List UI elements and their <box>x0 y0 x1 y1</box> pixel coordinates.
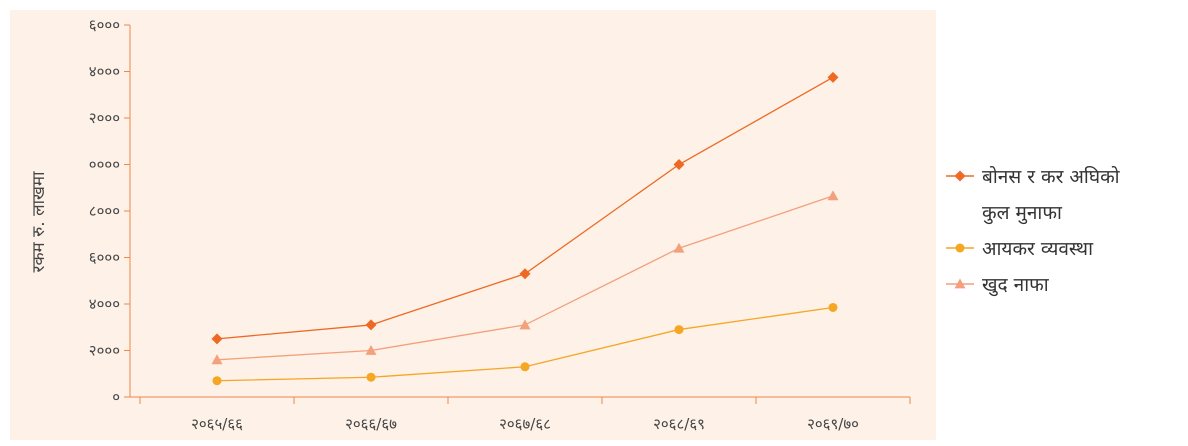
legend-item: खुद नाफा <box>946 274 1050 297</box>
x-tick-label: २०६९/७० <box>807 415 859 433</box>
data-point <box>673 159 685 170</box>
x-ticks: २०६५/६६ २०६६/६७ २०६७/६८ २०६८/६९ २०६९/७० <box>139 397 911 433</box>
legend-item: बोनस र कर अघिको कुल मुनाफा <box>946 165 1121 225</box>
legend-item: आयकर व्यवस्था <box>946 238 1094 260</box>
y-tick-label: ४००० <box>89 63 120 81</box>
series-layer <box>211 71 839 386</box>
x-tick-label: २०६७/६८ <box>499 415 551 433</box>
series-2 <box>211 190 839 365</box>
y-tick-label: ८००० <box>89 202 120 220</box>
data-point <box>519 319 531 330</box>
series-1 <box>212 302 838 386</box>
data-point <box>827 71 839 83</box>
data-point <box>211 354 223 365</box>
x-tick-label: २०६५/६६ <box>191 415 243 433</box>
legend: बोनस र कर अघिको कुल मुनाफा आयकर व्यवस्था खु… <box>946 165 1121 297</box>
y-tick-label: ०००० <box>89 156 120 174</box>
data-point <box>520 362 530 372</box>
data-point <box>828 302 838 312</box>
data-point <box>673 242 685 253</box>
data-point <box>519 268 531 280</box>
y-tick-label: ० <box>112 388 120 406</box>
x-tick-label: २०६८/६९ <box>653 415 705 433</box>
data-point <box>366 372 376 382</box>
legend-marker <box>955 243 965 253</box>
legend-label: बोनस र कर अघिको <box>982 165 1121 188</box>
y-tick-label: २००० <box>89 109 120 127</box>
legend-marker <box>954 170 966 182</box>
data-point <box>212 376 222 386</box>
y-axis-label: रकम रु. लाखमा <box>29 171 49 273</box>
y-tick-label: ४००० <box>89 295 120 313</box>
data-point <box>211 333 223 345</box>
legend-label: खुद नाफा <box>982 274 1050 297</box>
x-tick-label: २०६६/६७ <box>345 415 397 433</box>
legend-label: कुल मुनाफा <box>982 202 1063 225</box>
data-point <box>674 325 684 335</box>
y-tick-label: ६००० <box>89 16 120 34</box>
data-point <box>365 345 377 355</box>
legend-marker <box>954 278 966 289</box>
data-point <box>827 190 839 201</box>
series-0 <box>211 71 839 345</box>
legend-label: आयकर व्यवस्था <box>982 238 1094 260</box>
y-ticks: ० २००० ४००० ६००० ८००० ०००० २००० ४००० ६००० <box>89 16 130 406</box>
data-point <box>365 319 377 331</box>
plot-background <box>10 10 936 440</box>
y-tick-label: ६००० <box>89 249 120 267</box>
y-tick-label: २००० <box>89 342 120 360</box>
